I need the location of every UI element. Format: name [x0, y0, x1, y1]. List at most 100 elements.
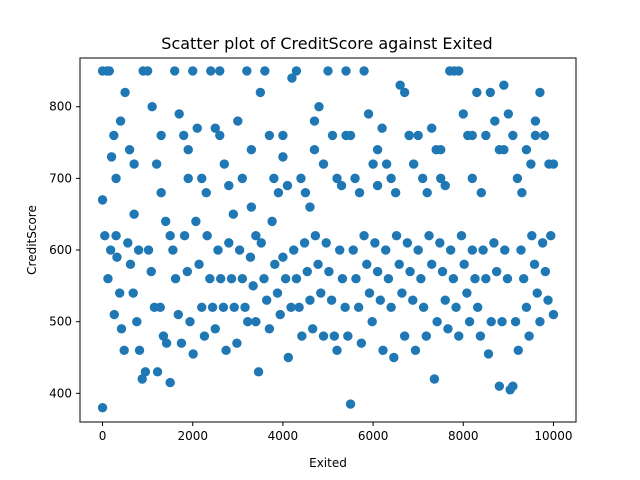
data-point — [316, 288, 326, 298]
data-point — [280, 273, 291, 284]
data-point — [251, 316, 261, 327]
data-point — [129, 159, 139, 169]
data-point — [404, 130, 414, 141]
data-point — [111, 231, 121, 241]
data-point — [350, 173, 360, 184]
data-point — [332, 345, 342, 356]
data-point — [443, 324, 453, 334]
data-point — [179, 130, 189, 141]
data-point — [168, 245, 178, 255]
data-point — [354, 188, 365, 198]
data-point — [481, 130, 491, 141]
data-point — [451, 302, 461, 313]
data-point — [467, 173, 477, 184]
data-point — [273, 188, 284, 198]
data-point — [456, 231, 467, 241]
points-layer — [97, 66, 559, 413]
data-point — [242, 66, 252, 76]
data-point — [539, 130, 550, 141]
data-point — [215, 66, 225, 76]
data-point — [201, 188, 211, 198]
x-axis-label: Exited — [309, 456, 347, 470]
data-point — [327, 130, 338, 141]
data-point — [518, 273, 529, 284]
data-point — [508, 130, 518, 141]
data-point — [435, 238, 445, 248]
data-point — [215, 273, 226, 284]
data-point — [470, 273, 480, 284]
data-point — [375, 295, 386, 305]
data-point — [318, 331, 329, 341]
data-point — [310, 231, 321, 241]
data-point — [246, 202, 257, 212]
data-point — [210, 123, 220, 133]
data-point — [378, 345, 388, 356]
data-point — [156, 130, 166, 141]
data-point — [240, 302, 250, 313]
data-point — [524, 331, 534, 341]
data-point — [532, 288, 542, 298]
data-point — [272, 288, 283, 298]
data-point — [364, 288, 375, 298]
y-axis-label: CreditScore — [25, 205, 39, 275]
data-point — [510, 316, 521, 327]
data-point — [309, 116, 320, 126]
data-point — [134, 345, 145, 356]
data-point — [490, 116, 500, 126]
data-point — [182, 266, 193, 277]
data-point — [132, 316, 142, 327]
data-point — [367, 316, 377, 327]
data-point — [146, 266, 156, 277]
data-point — [237, 273, 248, 284]
data-point — [294, 302, 304, 313]
data-point — [418, 302, 429, 313]
data-point — [156, 188, 166, 198]
data-point — [185, 316, 195, 327]
x-tick-label: 2000 — [177, 429, 208, 443]
data-point — [260, 66, 270, 76]
data-point — [362, 259, 372, 270]
data-point — [427, 123, 437, 133]
y-tick-label: 400 — [49, 386, 72, 400]
data-point — [221, 345, 231, 356]
data-point — [105, 245, 116, 255]
data-point — [309, 145, 320, 155]
data-point — [448, 273, 459, 284]
data-point — [173, 309, 183, 320]
data-point — [104, 66, 115, 76]
data-point — [264, 324, 275, 334]
data-point — [512, 173, 523, 184]
data-point — [275, 309, 285, 320]
data-point — [475, 331, 486, 341]
data-point — [499, 145, 509, 155]
data-point — [383, 273, 394, 284]
x-tick-label: 6000 — [358, 429, 389, 443]
data-point — [323, 66, 333, 76]
data-point — [440, 180, 450, 191]
data-point — [372, 145, 383, 155]
data-point — [143, 245, 154, 255]
data-point — [165, 231, 175, 241]
data-point — [291, 273, 302, 284]
data-point — [152, 367, 163, 377]
data-point — [381, 159, 392, 169]
data-point — [194, 259, 204, 270]
data-point — [297, 331, 307, 341]
data-point — [307, 324, 318, 334]
data-point — [237, 173, 248, 184]
x-tick-label: 8000 — [448, 429, 479, 443]
data-point — [283, 352, 294, 363]
data-point — [458, 109, 468, 119]
data-point — [345, 399, 356, 409]
data-point — [188, 349, 198, 359]
y-axis: 400 500 600 700 800 — [49, 100, 80, 400]
data-point — [158, 331, 169, 341]
data-point — [486, 316, 496, 327]
data-point — [391, 231, 402, 241]
data-point — [202, 231, 212, 241]
data-point — [305, 202, 315, 212]
data-point — [432, 316, 442, 327]
data-point — [473, 302, 483, 313]
data-point — [197, 302, 207, 313]
